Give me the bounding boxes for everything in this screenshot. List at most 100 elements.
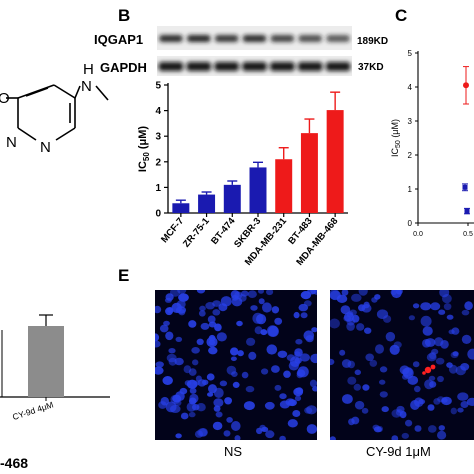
nucleus	[218, 303, 228, 312]
nucleus	[234, 435, 241, 440]
nucleus	[464, 301, 473, 311]
atom-h: H	[83, 61, 94, 78]
nucleus	[354, 400, 365, 410]
nucleus	[424, 379, 434, 390]
data-point	[462, 184, 468, 190]
nucleus	[162, 376, 173, 385]
nucleus	[155, 366, 164, 375]
nucleus	[175, 336, 183, 342]
nucleus	[271, 306, 280, 314]
nucleus	[226, 417, 233, 423]
nucleus	[381, 406, 389, 413]
nucleus	[226, 365, 237, 375]
nucleus	[408, 315, 415, 321]
nucleus	[306, 405, 317, 415]
bar	[300, 133, 318, 213]
nucleus	[231, 421, 241, 431]
nucleus	[155, 305, 162, 314]
chart-d-partial-bar: CY-9d 4μM -468	[0, 314, 110, 471]
nucleus	[205, 302, 215, 310]
panel-letter-c: C	[395, 6, 408, 25]
nucleus	[207, 315, 216, 324]
nucleus	[330, 436, 336, 440]
nucleus	[191, 347, 200, 354]
nucleus	[443, 303, 452, 311]
micrograph-label-ns: NS	[224, 444, 243, 459]
nucleus	[369, 359, 378, 367]
bar	[275, 159, 293, 213]
red-signal-spot	[430, 364, 436, 370]
nucleus	[261, 368, 269, 375]
nucleus	[383, 315, 392, 323]
nucleus	[434, 337, 444, 347]
nucleus	[457, 392, 469, 401]
nucleus	[248, 351, 257, 360]
nucleus	[422, 339, 431, 348]
nucleus	[437, 375, 444, 383]
nucleus	[361, 304, 372, 313]
nucleus	[379, 391, 388, 398]
y-tick-label: 5	[408, 49, 413, 58]
x-tick-label: 0.5	[463, 231, 473, 238]
nucleus	[232, 381, 240, 388]
nucleus	[347, 376, 357, 385]
red-signal-spot	[424, 366, 432, 374]
nucleus	[441, 397, 448, 403]
red-signal-spot	[422, 371, 426, 375]
y-axis-title: IC50 (μM)	[137, 126, 151, 173]
nucleus	[401, 432, 409, 439]
nucleus	[353, 383, 361, 391]
nucleus	[373, 426, 382, 433]
nucleus	[391, 435, 399, 440]
nucleus	[376, 309, 389, 319]
nucleus	[374, 294, 381, 300]
nucleus	[299, 353, 310, 362]
nucleus	[351, 416, 360, 425]
nucleus	[349, 309, 357, 316]
nucleus	[412, 361, 420, 368]
nucleus	[279, 393, 287, 400]
nucleus	[188, 411, 196, 418]
nucleus	[194, 430, 204, 438]
nucleus	[466, 397, 474, 406]
nucleus	[250, 305, 258, 311]
nucleus	[433, 398, 441, 405]
nucleus	[279, 435, 286, 440]
nucleus	[274, 317, 283, 325]
nucleus	[266, 290, 274, 296]
nucleus	[414, 397, 424, 407]
nucleus	[450, 351, 459, 359]
nucleus	[196, 338, 204, 345]
micrograph-label-cy9d: CY-9d 1μM	[366, 444, 431, 459]
bar	[223, 184, 241, 213]
nucleus	[399, 411, 407, 419]
nucleus	[361, 407, 369, 414]
nucleus	[274, 384, 282, 391]
nucleus	[196, 403, 206, 412]
nucleus	[213, 398, 224, 407]
nucleus	[438, 425, 445, 431]
nucleus	[446, 314, 454, 320]
nucleus	[303, 330, 315, 341]
blot-band-iqgap1	[159, 35, 183, 42]
atom-n-bottom: N	[40, 139, 51, 156]
nucleus	[223, 430, 231, 437]
x-tick-label: ZR-75-1	[181, 215, 212, 249]
blot-band-iqgap1	[187, 35, 211, 42]
nucleus	[230, 290, 240, 299]
nucleus	[341, 359, 352, 368]
nucleus	[431, 348, 439, 355]
y-tick-label: 5	[155, 81, 161, 92]
blot-kd-iqgap1: 189KD	[357, 36, 389, 47]
nucleus	[258, 298, 265, 305]
micrograph-ns	[155, 290, 317, 440]
nucleus	[298, 303, 309, 312]
nucleus	[173, 399, 182, 406]
nucleus	[175, 433, 182, 439]
nucleus	[180, 412, 189, 420]
nucleus	[289, 356, 301, 367]
nucleus	[189, 387, 197, 394]
nucleus	[224, 397, 232, 405]
nucleus	[243, 401, 255, 411]
data-point	[463, 82, 469, 89]
